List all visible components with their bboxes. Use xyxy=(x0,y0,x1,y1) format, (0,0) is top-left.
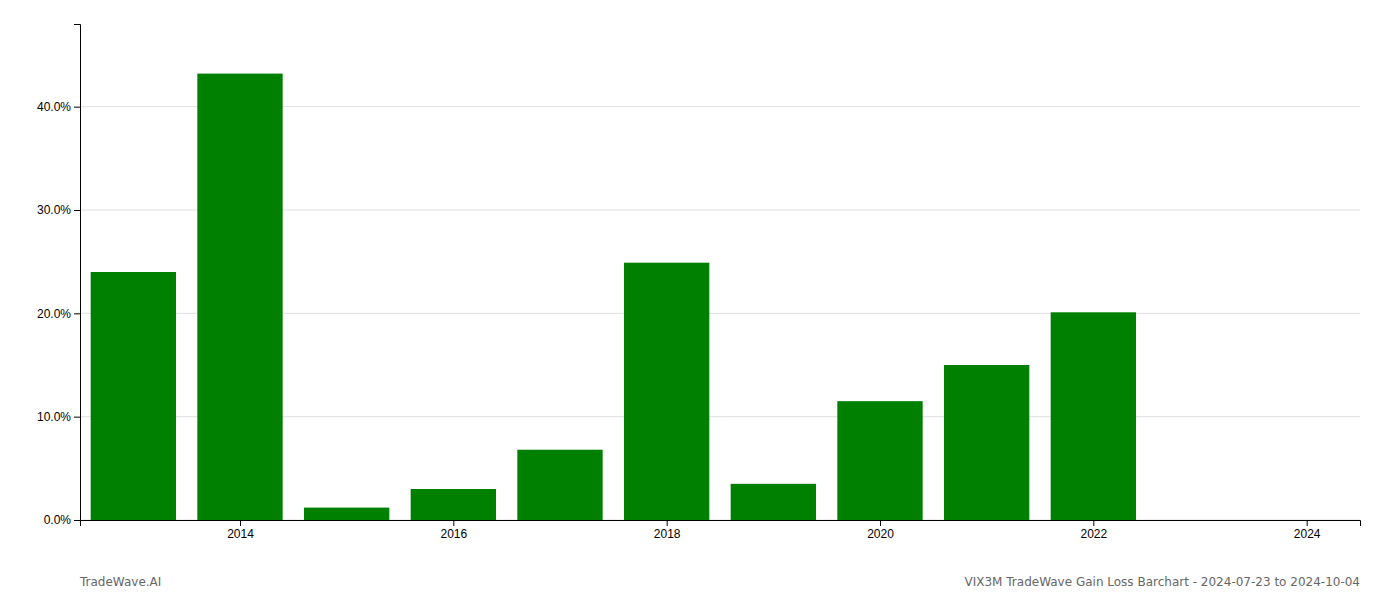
x-tick: 2016 xyxy=(440,520,467,541)
y-tick: 0.0% xyxy=(44,513,80,527)
bar xyxy=(731,484,816,520)
y-tick-mark xyxy=(74,520,80,521)
y-tick: 20.0% xyxy=(37,307,80,321)
y-tick-label: 20.0% xyxy=(37,307,71,321)
x-tick-mark xyxy=(240,520,241,526)
bar xyxy=(624,263,709,520)
bar xyxy=(91,272,176,520)
x-tick: 2020 xyxy=(867,520,894,541)
bar xyxy=(197,74,282,520)
bar xyxy=(1051,312,1136,520)
plot: 2014 2016 2018 2020 2022 2024 0.0% 10.0% 20.0% 30… xyxy=(37,25,1361,541)
y-tick-mark xyxy=(74,313,80,314)
y-tick: 40.0% xyxy=(37,100,80,114)
y-tick-label: 10.0% xyxy=(37,410,71,424)
x-tick: 2022 xyxy=(1080,520,1107,541)
bar xyxy=(304,508,389,520)
chart: 2014 2016 2018 2020 2022 2024 0.0% 10.0% 20.0% 30… xyxy=(0,0,1400,600)
x-tick-mark xyxy=(1307,520,1308,526)
y-tick-label: 0.0% xyxy=(44,513,72,527)
y-tick-mark xyxy=(74,417,80,418)
y-tick: 10.0% xyxy=(37,410,80,424)
bar xyxy=(517,450,602,520)
y-axis: 0.0% 10.0% 20.0% 30.0% 40.0% xyxy=(37,25,81,528)
x-tick-label: 2024 xyxy=(1294,527,1321,541)
x-tick-mark xyxy=(880,520,881,526)
y-tick-label: 30.0% xyxy=(37,203,71,217)
x-axis-line xyxy=(81,521,1361,527)
x-tick-label: 2020 xyxy=(867,527,894,541)
x-tick-mark xyxy=(667,520,668,526)
x-tick-label: 2022 xyxy=(1080,527,1107,541)
bar xyxy=(837,401,922,520)
bar xyxy=(411,489,496,520)
x-tick: 2024 xyxy=(1294,520,1321,541)
y-tick-label: 40.0% xyxy=(37,100,71,114)
footer-left: TradeWave.AI xyxy=(79,575,161,589)
x-tick-label: 2018 xyxy=(654,527,681,541)
bar xyxy=(1157,520,1242,521)
x-tick: 2018 xyxy=(654,520,681,541)
x-tick-mark xyxy=(453,520,454,526)
x-tick-label: 2014 xyxy=(227,527,254,541)
footer: TradeWave.AI VIX3M TradeWave Gain Loss Ba… xyxy=(79,575,1360,589)
x-tick-label: 2016 xyxy=(440,527,467,541)
bar xyxy=(944,365,1029,520)
bars xyxy=(91,74,1136,520)
x-axis: 2014 2016 2018 2020 2022 2024 xyxy=(81,520,1361,541)
y-tick-mark xyxy=(74,107,80,108)
x-tick: 2014 xyxy=(227,520,254,541)
x-tick-mark xyxy=(1093,520,1094,526)
y-tick: 30.0% xyxy=(37,203,80,217)
footer-right: VIX3M TradeWave Gain Loss Barchart - 202… xyxy=(965,575,1360,589)
y-tick-mark xyxy=(74,210,80,211)
y-axis-line xyxy=(74,25,81,521)
